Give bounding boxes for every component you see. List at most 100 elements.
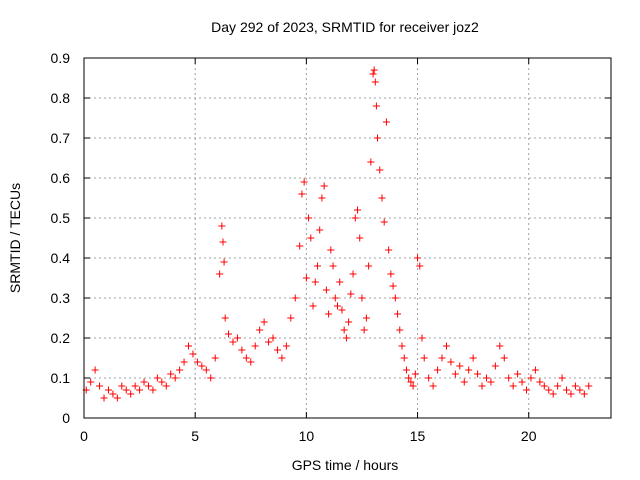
y-tick-label: 0.4 [51,250,71,266]
data-point [269,334,277,342]
data-point [158,378,166,386]
data-point [140,378,148,386]
data-point [442,342,450,350]
data-point [509,382,517,390]
data-point [447,358,455,366]
y-tick-label: 0.1 [51,370,71,386]
data-point [333,302,341,310]
data-point [316,226,324,234]
data-point [305,214,313,222]
data-point [518,378,526,386]
data-point [338,306,346,314]
data-point [376,166,384,174]
data-point [318,194,326,202]
data-point [482,374,490,382]
grid-lines [84,58,611,418]
data-point [558,374,566,382]
data-point [380,218,388,226]
data-point [96,382,104,390]
data-point [396,326,404,334]
data-point [576,386,584,394]
data-point [131,382,139,390]
y-tick-label: 0.8 [51,90,71,106]
data-point [220,258,228,266]
data-point [242,354,250,362]
data-point [219,238,227,246]
data-point [369,70,377,78]
y-tick-label: 0.5 [51,210,71,226]
data-point [221,314,229,322]
data-point [382,118,390,126]
data-point [198,362,206,370]
data-point [185,342,193,350]
data-point [372,102,380,110]
data-point [238,346,246,354]
data-point [265,338,273,346]
data-point [389,282,397,290]
data-point [365,262,373,270]
data-point [273,346,281,354]
data-point [429,382,437,390]
data-point [456,362,464,370]
data-point [349,270,357,278]
data-point [189,350,197,358]
x-tick-labels: 0 5 10 15 20 [80,428,537,444]
data-point [351,214,359,222]
data-point [405,374,413,382]
data-point [523,386,531,394]
data-points [82,66,593,402]
data-point [358,294,366,302]
data-point [367,158,375,166]
data-point [322,286,330,294]
data-point [87,378,95,386]
data-point [282,342,290,350]
data-point [193,358,201,366]
y-tick-labels: 0 0.1 0.2 0.3 0.4 0.5 0.6 0.7 0.8 0.9 [51,50,71,426]
plot-frame [83,57,612,419]
data-point [370,66,378,74]
data-point [176,366,184,374]
data-point [144,382,152,390]
data-point [291,294,299,302]
data-point [122,386,130,394]
data-point [340,326,348,334]
data-point [356,234,364,242]
data-point [371,78,379,86]
data-point [487,378,495,386]
data-point [287,314,295,322]
data-point [385,246,393,254]
data-point [91,366,99,374]
data-point [216,270,224,278]
data-point [327,246,335,254]
x-tick-label: 5 [191,428,199,444]
data-point [549,390,557,398]
y-tick-label: 0.9 [51,50,71,66]
data-point [554,382,562,390]
data-point [302,274,310,282]
data-point [362,314,370,322]
data-point [571,382,579,390]
data-point [536,378,544,386]
x-axis-label: GPS time / hours [292,457,399,473]
data-point [251,342,259,350]
data-point [585,382,593,390]
data-point [331,294,339,302]
data-point [336,278,344,286]
data-point [180,358,188,366]
x-tick-label: 0 [80,428,88,444]
data-point [540,382,548,390]
x-tick-label: 10 [299,428,315,444]
data-point [202,366,210,374]
data-point [474,370,482,378]
data-point [113,394,121,402]
data-point [387,270,395,278]
data-point [505,374,513,382]
data-point [411,370,419,378]
data-point [127,390,135,398]
data-point [207,374,215,382]
data-point [469,354,477,362]
y-tick-label: 0 [62,410,70,426]
data-point [260,318,268,326]
tick-marks [83,57,611,419]
data-point [233,334,241,342]
